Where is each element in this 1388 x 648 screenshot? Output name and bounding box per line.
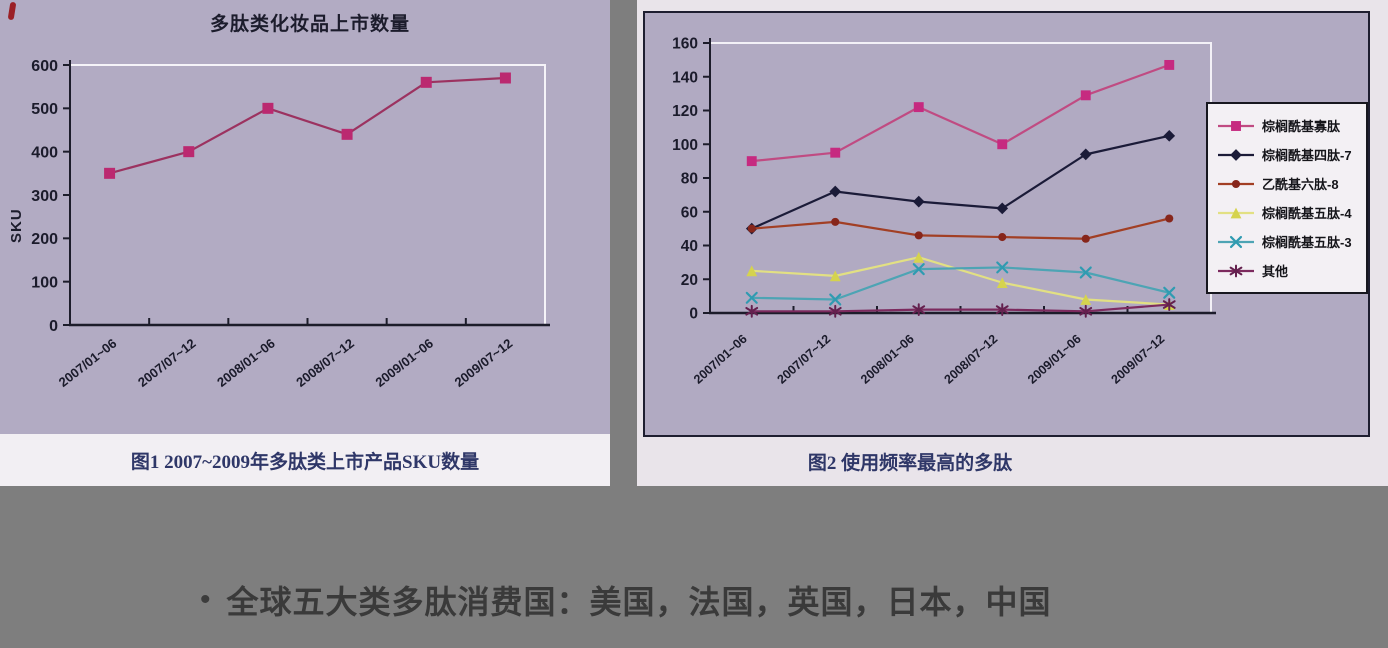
svg-text:60: 60 (681, 204, 698, 221)
legend-label: 棕榈酰基五肽-4 (1262, 206, 1352, 221)
series-4 (745, 261, 1176, 306)
figure2-legend: 棕榈酰基寡肽 棕榈酰基四肽-7 乙酰基六肽-8 棕榈酰基五肽-4 棕榈酰基五肽-3 其他 (1206, 102, 1368, 294)
svg-text:2009/07~12: 2009/07~12 (452, 336, 516, 390)
svg-text:100: 100 (31, 274, 58, 291)
svg-text:40: 40 (681, 238, 698, 255)
series-3 (746, 251, 1175, 310)
figure1-chart-area (0, 0, 610, 434)
figure1-scan: 多肽类化妆品上市数量 SKU 0 100 200 300 400 500 600 2007/0… (0, 0, 610, 486)
figure2-scan: 0 20 40 60 80 100 120 140 160 2007/01~06 2007/07~1… (637, 0, 1388, 486)
svg-text:2008/07~12: 2008/07~12 (293, 336, 357, 390)
legend-label: 棕榈酰基四肽-7 (1262, 148, 1352, 163)
svg-text:20: 20 (681, 272, 698, 289)
svg-text:2008/07~12: 2008/07~12 (942, 332, 1001, 387)
figure1-caption: 图1 2007~2009年多肽类上市产品SKU数量 (130, 451, 480, 473)
legend-marker-circle-icon (1218, 179, 1254, 188)
series-0 (104, 72, 511, 179)
svg-text:80: 80 (681, 171, 698, 188)
bullet-icon: • (200, 583, 211, 616)
svg-text:0: 0 (49, 318, 58, 335)
svg-text:600: 600 (31, 58, 58, 75)
figure1-chart-canvas: 0 100 200 300 400 500 600 2007/01~06 2007/07~12 2… (31, 58, 550, 390)
svg-text:400: 400 (31, 144, 58, 161)
legend-marker-asterisk-icon (1218, 264, 1254, 277)
svg-text:2008/01~06: 2008/01~06 (858, 332, 917, 387)
series-2 (747, 214, 1174, 243)
svg-text:0: 0 (689, 306, 698, 323)
svg-text:2009/01~06: 2009/01~06 (372, 336, 436, 390)
svg-text:500: 500 (31, 101, 58, 118)
legend-item: 其他 (1216, 261, 1366, 280)
legend-label: 棕榈酰基寡肽 (1262, 119, 1341, 134)
figure2-caption-band: 图2 使用频率最高的多肽 (637, 441, 1183, 481)
svg-text:120: 120 (672, 103, 698, 120)
svg-text:2007/01~06: 2007/01~06 (56, 336, 120, 390)
legend-marker-triangle-icon (1218, 207, 1254, 218)
legend-item: 棕榈酰基四肽-7 (1216, 145, 1366, 164)
figure1-chart-title: 多肽类化妆品上市数量 (209, 14, 410, 35)
series-0 (746, 59, 1175, 167)
svg-text:300: 300 (31, 188, 58, 205)
legend-marker-x-icon (1218, 235, 1254, 248)
svg-text:2009/07~12: 2009/07~12 (1109, 332, 1168, 387)
svg-text:200: 200 (31, 231, 58, 248)
legend-label: 乙酰基六肽-8 (1262, 177, 1339, 192)
bullet-text: 全球五大类多肽消费国：美国，法国，英国，日本，中国 (226, 584, 1052, 620)
legend-item: 棕榈酰基五肽-4 (1216, 203, 1366, 222)
svg-text:140: 140 (672, 69, 698, 86)
svg-text:2007/07~12: 2007/07~12 (775, 332, 834, 387)
figure1-caption-band: 图1 2007~2009年多肽类上市产品SKU数量 (0, 434, 610, 486)
legend-marker-diamond-icon (1218, 148, 1254, 161)
legend-label: 棕榈酰基五肽-3 (1262, 235, 1352, 250)
svg-text:2008/01~06: 2008/01~06 (214, 336, 278, 390)
svg-text:2007/07~12: 2007/07~12 (135, 336, 199, 390)
legend-item: 棕榈酰基寡肽 (1216, 116, 1366, 135)
legend-item: 乙酰基六肽-8 (1216, 174, 1366, 193)
svg-text:100: 100 (672, 137, 698, 154)
svg-text:160: 160 (672, 36, 698, 53)
legend-item: 棕榈酰基五肽-3 (1216, 232, 1366, 251)
figure2-caption: 图2 使用频率最高的多肽 (807, 452, 1013, 474)
series-5 (745, 298, 1176, 318)
series-1 (745, 129, 1176, 235)
legend-label: 其他 (1262, 264, 1289, 279)
svg-text:2007/01~06: 2007/01~06 (691, 332, 750, 387)
bullet-line: • 全球五大类多肽消费国：美国，法国，英国，日本，中国 (200, 577, 1052, 623)
legend-marker-square-icon (1218, 120, 1254, 131)
svg-text:2009/01~06: 2009/01~06 (1025, 332, 1084, 387)
